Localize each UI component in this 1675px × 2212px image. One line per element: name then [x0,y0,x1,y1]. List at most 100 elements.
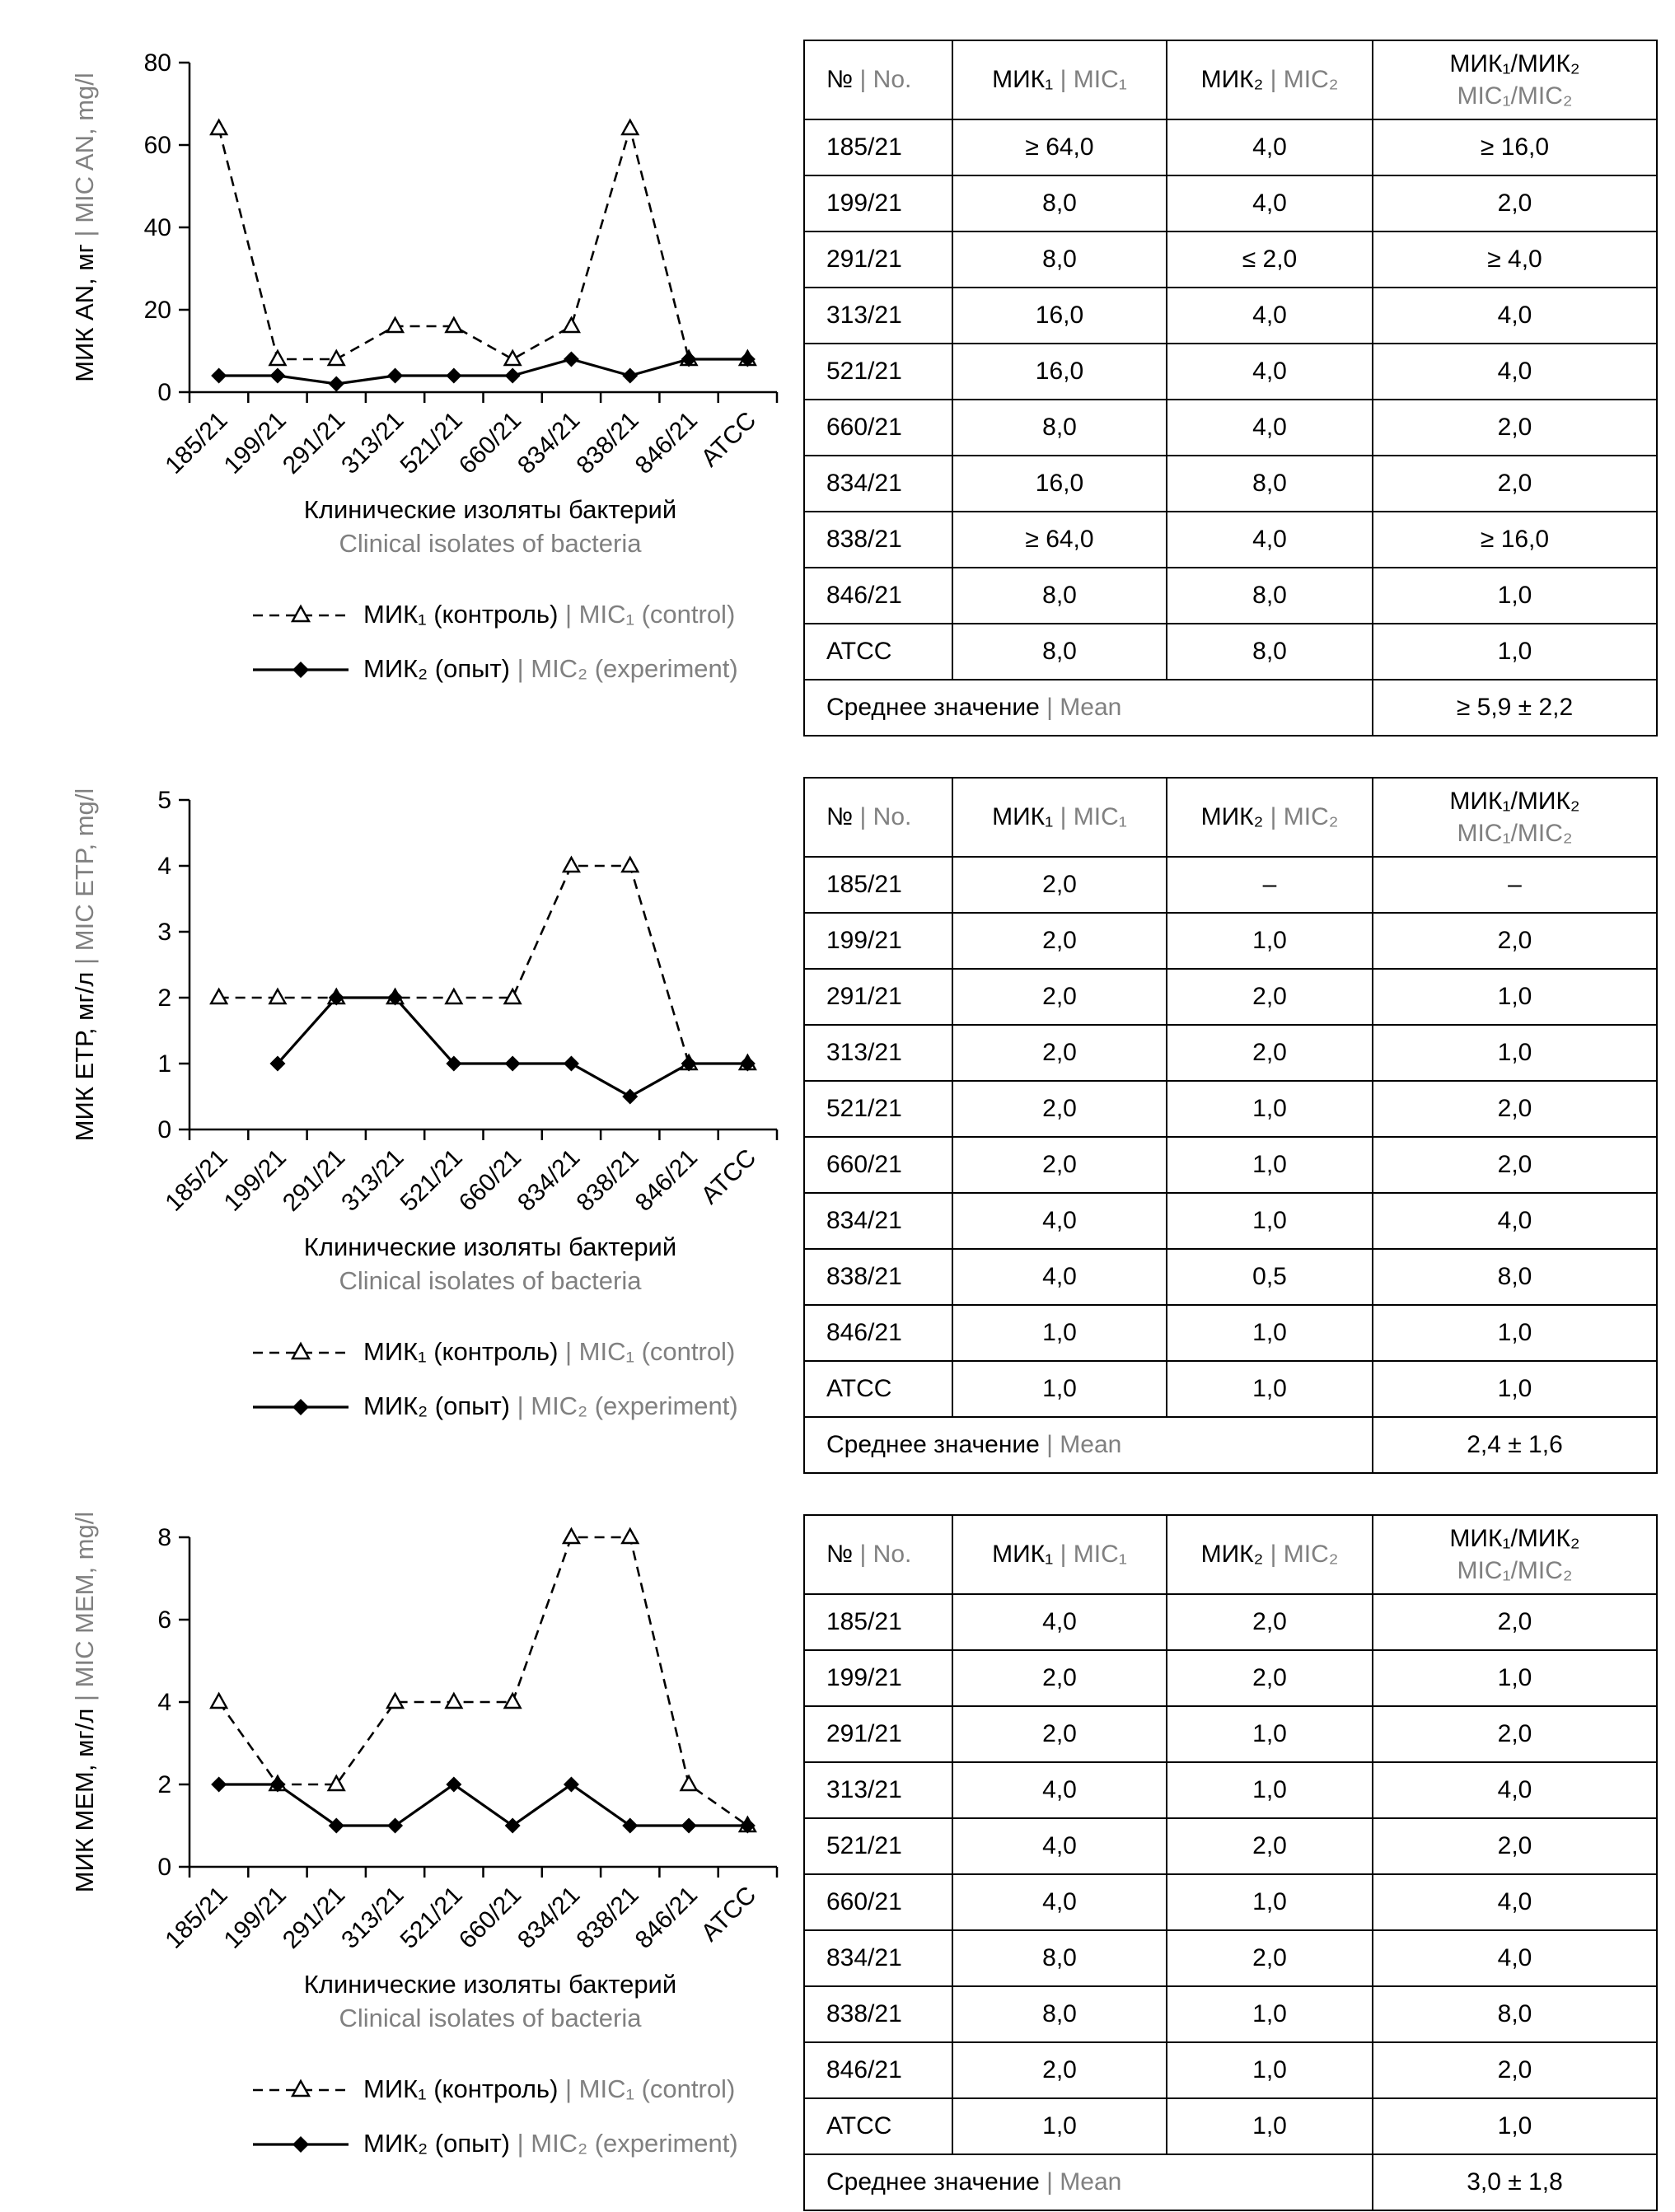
isolate-id-cell: 199/21 [803,1649,953,1707]
column-header-ru: МИК₂ [1200,1541,1270,1568]
x-tick-label: 846/21 [630,1144,703,1217]
x-tick-label: 838/21 [571,1882,643,1954]
x-tick-label: 291/21 [278,407,350,479]
legend-label-ru: МИК₂ (опыт) [363,1391,517,1420]
solid-diamond-line-icon [253,1398,349,1415]
series-line [218,358,748,386]
mean-label-cell: Среднее значение | Mean [803,679,1373,737]
value-cell: 8,0 [952,399,1167,456]
x-tick-label: 185/21 [160,407,232,479]
legend-label-en: | MIC₁ (control) [565,1336,736,1366]
value-cell: 2,0 [1372,399,1658,456]
value-cell: 1,0 [1166,1873,1373,1931]
diamond-marker [563,1776,579,1793]
value-cell: 4,0 [952,1248,1167,1306]
x-axis-title-ru: Клинические изоляты бактерий [303,495,677,524]
column-header-ru: МИК₁ [992,1541,1060,1568]
x-tick-label: 660/21 [454,407,526,479]
triangle-marker [209,118,229,136]
value-cell: 1,0 [1166,1761,1373,1819]
column-header-ru: МИК₁/МИК₂ [1449,1525,1580,1552]
panel-mic-an: 0 20 40 60 80 185/21 199/21 291/21 313/21 521/21 6… [0,0,1675,737]
legend-label: МИК₁ (контроль) | MIC₁ (control) [363,2074,735,2104]
value-cell: 16,0 [952,343,1167,400]
dashed-triangle-line-icon [253,2079,349,2097]
x-tick-label: 199/21 [219,407,292,479]
table-row: 834/21 4,0 1,0 4,0 [803,1192,1658,1250]
value-cell: 1,0 [1372,2097,1658,2155]
diamond-marker [328,376,344,392]
mean-row: Среднее значение | Mean 3,0 ± 1,8 [803,2154,1658,2211]
header-row: № | No. МИК₁ | MIC₁ МИК₂ | MIC₂ МИК₁/МИК₂ MI… [803,1514,1658,1595]
value-cell: 4,0 [952,1873,1167,1931]
value-cell: 2,0 [952,856,1167,914]
legend-label-en: | MIC₂ (experiment) [517,2128,738,2158]
x-axis-title: Клинические изоляты бактерий Clinical is… [21,1968,803,2036]
y-tick-label: 0 [157,379,171,406]
isolate-id-cell: 185/21 [803,119,953,176]
table-row: 199/21 2,0 2,0 1,0 [803,1649,1658,1707]
column-header: МИК₁ | MIC₁ [952,1514,1167,1595]
mic-an-table-wrap: № | No. МИК₁ | MIC₁ МИК₂ | MIC₂ МИК₁/МИК₂ MI… [803,0,1675,737]
x-tick-label: 313/21 [336,1144,409,1217]
column-header: № | No. [803,40,953,120]
value-cell: 2,0 [1166,968,1373,1026]
diamond-marker [739,1055,756,1072]
mic-mem-table-wrap: № | No. МИК₁ | MIC₁ МИК₂ | MIC₂ МИК₁/МИК₂ MI… [803,1475,1675,2212]
y-tick-label: 4 [157,853,171,880]
value-cell: 1,0 [1166,1080,1373,1138]
value-cell: 4,0 [1166,175,1373,232]
table-row: 313/21 16,0 4,0 4,0 [803,287,1658,344]
x-axis-title-en: Clinical isolates of bacteria [339,2003,642,2032]
column-header-en: MIC₁/MIC₂ [1457,1557,1573,1584]
value-cell: 4,0 [1372,287,1658,344]
x-tick-label: 313/21 [336,407,409,479]
value-cell: 16,0 [952,455,1167,512]
value-cell: 8,0 [1166,567,1373,624]
value-cell: 16,0 [952,287,1167,344]
triangle-marker [503,987,522,1005]
value-cell: 2,0 [1372,912,1658,970]
table-row: 521/21 16,0 4,0 4,0 [803,343,1658,400]
table-row: 846/21 2,0 1,0 2,0 [803,2041,1658,2099]
legend-label: МИК₁ (контроль) | MIC₁ (control) [363,1337,735,1367]
diamond-marker [504,1055,521,1072]
value-cell: 2,0 [1372,1593,1658,1651]
triangle-marker [268,987,288,1005]
y-tick-label: 6 [157,1606,171,1634]
y-axis-label: МИК МЕМ, мг/л | MIC MEM, mg/l [70,1512,99,1892]
table-row: 660/21 8,0 4,0 2,0 [803,399,1658,456]
chart-legend: МИК₁ (контроль) | MIC₁ (control) МИК₂ (оп… [251,2070,803,2163]
legend-label-en: | MIC₁ (control) [565,2074,736,2103]
isolate-id-cell: 660/21 [803,399,953,456]
mic-etp-table-wrap: № | No. МИК₁ | MIC₁ МИК₂ | MIC₂ МИК₁/МИК₂ MI… [803,737,1675,1475]
isolate-id-cell: ATCC [803,1360,953,1418]
x-tick-label: 521/21 [395,1882,468,1954]
x-tick-label: 291/21 [278,1882,350,1954]
mean-value-cell: 2,4 ± 1,6 [1372,1416,1658,1474]
x-axis-title-ru: Клинические изоляты бактерий [303,1970,677,1999]
value-cell: 4,0 [952,1192,1167,1250]
value-cell: 8,0 [952,231,1167,288]
isolate-id-cell: 521/21 [803,1080,953,1138]
column-header-en: | MIC₁ [1060,1541,1127,1568]
value-cell: 8,0 [952,175,1167,232]
y-axis-label: МИК ЕТР, мг/л | MIC ETP, mg/l [70,788,99,1142]
x-tick-label: 185/21 [160,1882,232,1954]
value-cell: 1,0 [1372,1649,1658,1707]
value-cell: 2,0 [952,1705,1167,1763]
x-tick-label: ATCC [696,1882,762,1948]
mean-value-cell: 3,0 ± 1,8 [1372,2154,1658,2211]
value-cell: ≥ 16,0 [1372,511,1658,568]
isolate-id-cell: 834/21 [803,1192,953,1250]
y-tick-label: 4 [157,1689,171,1716]
column-header: МИК₁ | MIC₁ [952,40,1167,120]
isolate-id-cell: 291/21 [803,968,953,1026]
legend-item: МИК₁ (контроль) | MIC₁ (control) [251,1333,803,1371]
legend-label-ru: МИК₁ (контроль) [363,1336,566,1366]
column-header: № | No. [803,1514,953,1595]
y-tick-label: 80 [144,49,171,77]
series-line [218,864,748,1065]
value-cell: 2,0 [1372,1136,1658,1194]
x-axis-title: Клинические изоляты бактерий Clinical is… [21,1231,803,1298]
